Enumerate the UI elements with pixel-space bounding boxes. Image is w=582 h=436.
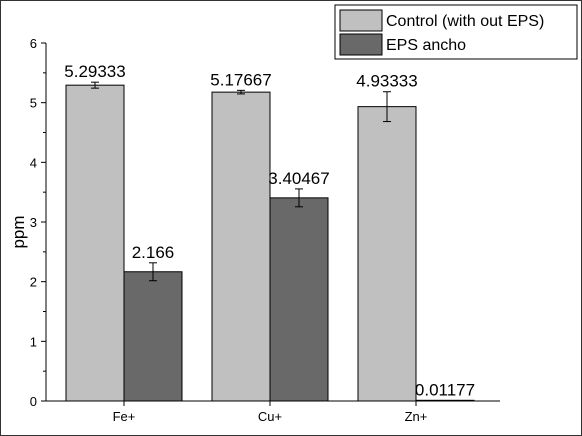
y-tick-label: 5	[30, 96, 37, 111]
data-label: 2.166	[132, 243, 175, 262]
bar-control-fe	[65, 84, 125, 402]
y-tick-label: 3	[30, 215, 37, 230]
data-label: 5.17667	[210, 70, 271, 89]
bar-control-cu	[211, 91, 271, 402]
bar-eps-ancho-fe	[123, 271, 183, 402]
legend-label-eps-ancho: EPS ancho	[386, 37, 466, 54]
data-label: 3.40467	[268, 169, 329, 188]
y-tick-label: 1	[30, 334, 37, 349]
legend: Control (with out EPS) EPS ancho	[334, 4, 578, 60]
x-tick-label: Zn+	[405, 409, 428, 424]
error-bar	[383, 91, 391, 123]
legend-swatch-control	[339, 9, 383, 32]
error-bar	[149, 262, 157, 282]
data-label: 0.01177	[415, 380, 475, 399]
y-axis-title: ppm	[9, 215, 28, 248]
error-bar	[295, 188, 303, 208]
y-tick-label: 2	[30, 275, 37, 290]
x-tick-label: Fe+	[113, 409, 136, 424]
bar-control-zn	[357, 106, 417, 402]
x-tick-label: Cu+	[258, 409, 282, 424]
y-tick-label: 4	[30, 155, 37, 170]
legend-swatch-eps-ancho	[339, 33, 383, 56]
bars-group: 5.29333 5.17667 4.93333 2.166 3.40467 0.01177	[64, 62, 475, 402]
legend-label-control: Control (with out EPS)	[386, 13, 544, 30]
bar-eps-ancho-cu	[269, 197, 329, 402]
data-label: 4.93333	[356, 72, 417, 91]
error-bar	[91, 81, 99, 89]
error-bar	[237, 89, 245, 95]
y-tick-label: 6	[30, 36, 37, 51]
data-label: 5.29333	[64, 62, 125, 81]
y-tick-label: 0	[30, 394, 37, 409]
